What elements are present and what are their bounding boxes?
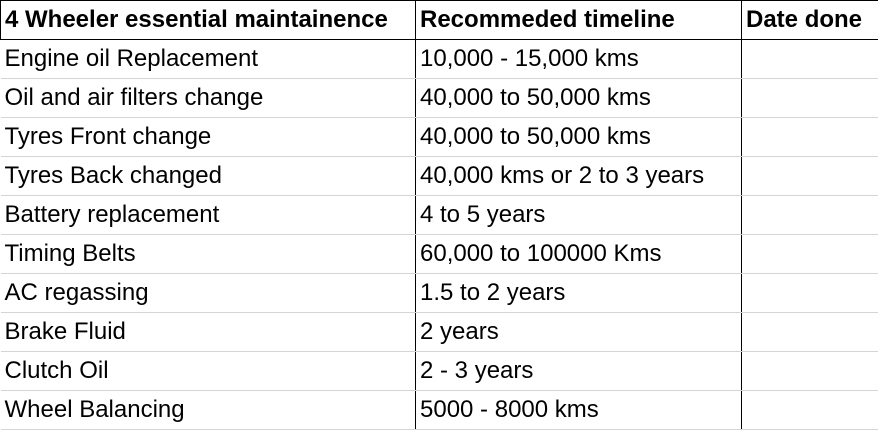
table-row: AC regassing 1.5 to 2 years xyxy=(1,274,878,313)
cell-item[interactable]: Brake Fluid xyxy=(1,313,416,352)
cell-timeline[interactable]: 40,000 kms or 2 to 3 years xyxy=(416,157,742,196)
table-row: Battery replacement 4 to 5 years xyxy=(1,196,878,235)
table-row: Oil and air filters change 40,000 to 50,… xyxy=(1,79,878,118)
header-row: 4 Wheeler essential maintainence Recomme… xyxy=(1,1,878,40)
header-cell-timeline[interactable]: Recommeded timeline xyxy=(416,1,742,40)
cell-timeline[interactable]: 5000 - 8000 kms xyxy=(416,391,742,430)
cell-timeline[interactable]: 60,000 to 100000 Kms xyxy=(416,235,742,274)
cell-item[interactable]: Wheel Balancing xyxy=(1,391,416,430)
table-row: Brake Fluid 2 years xyxy=(1,313,878,352)
cell-item[interactable]: AC regassing xyxy=(1,274,416,313)
cell-date[interactable] xyxy=(742,79,878,118)
table-row: Timing Belts 60,000 to 100000 Kms xyxy=(1,235,878,274)
cell-timeline[interactable]: 40,000 to 50,000 kms xyxy=(416,118,742,157)
header-cell-date[interactable]: Date done xyxy=(742,1,878,40)
table-row: Engine oil Replacement 10,000 - 15,000 k… xyxy=(1,40,878,79)
cell-timeline[interactable]: 1.5 to 2 years xyxy=(416,274,742,313)
cell-timeline[interactable]: 10,000 - 15,000 kms xyxy=(416,40,742,79)
header-cell-item[interactable]: 4 Wheeler essential maintainence xyxy=(1,1,416,40)
cell-timeline[interactable]: 2 - 3 years xyxy=(416,352,742,391)
table-row: Wheel Balancing 5000 - 8000 kms xyxy=(1,391,878,430)
spreadsheet: 4 Wheeler essential maintainence Recomme… xyxy=(0,0,878,419)
cell-date[interactable] xyxy=(742,352,878,391)
cell-date[interactable] xyxy=(742,118,878,157)
cell-timeline[interactable]: 2 years xyxy=(416,313,742,352)
cell-date[interactable] xyxy=(742,274,878,313)
cell-item[interactable]: Battery replacement xyxy=(1,196,416,235)
cell-date[interactable] xyxy=(742,391,878,430)
cell-date[interactable] xyxy=(742,196,878,235)
cell-item[interactable]: Tyres Front change xyxy=(1,118,416,157)
table-row: Tyres Back changed 40,000 kms or 2 to 3 … xyxy=(1,157,878,196)
table-row: Tyres Front change 40,000 to 50,000 kms xyxy=(1,118,878,157)
cell-item[interactable]: Engine oil Replacement xyxy=(1,40,416,79)
cell-item[interactable]: Oil and air filters change xyxy=(1,79,416,118)
cell-timeline[interactable]: 4 to 5 years xyxy=(416,196,742,235)
table-row: Clutch Oil 2 - 3 years xyxy=(1,352,878,391)
cell-date[interactable] xyxy=(742,313,878,352)
cell-item[interactable]: Timing Belts xyxy=(1,235,416,274)
cell-date[interactable] xyxy=(742,235,878,274)
cell-date[interactable] xyxy=(742,40,878,79)
cell-timeline[interactable]: 40,000 to 50,000 kms xyxy=(416,79,742,118)
cell-date[interactable] xyxy=(742,157,878,196)
cell-item[interactable]: Clutch Oil xyxy=(1,352,416,391)
cell-item[interactable]: Tyres Back changed xyxy=(1,157,416,196)
